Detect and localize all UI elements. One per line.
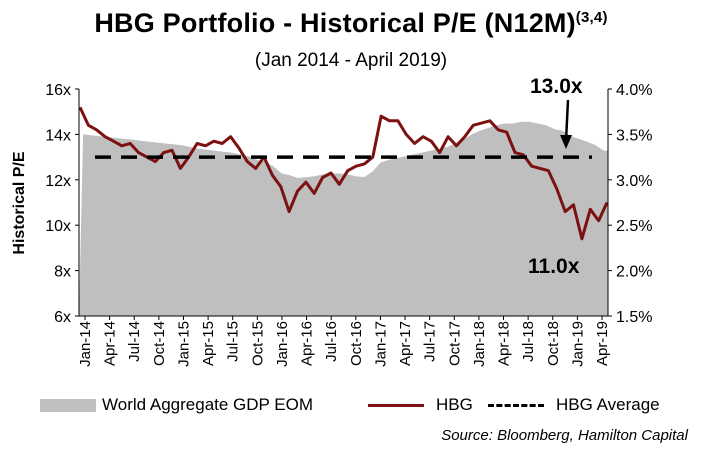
y-left-tick-label: 14x	[45, 127, 71, 144]
y-left-tick-label: 6x	[54, 309, 71, 326]
x-tick-label: Jan-14	[77, 321, 94, 367]
chart-title-footnote: (3,4)	[575, 9, 608, 26]
x-tick-label: Oct-18	[545, 321, 562, 366]
y-axis-label: Historical P/E	[11, 151, 28, 254]
x-tick-label: Apr-15	[200, 321, 217, 366]
x-tick-label: Jan-15	[176, 321, 193, 367]
y-right-tick-label: 3.0%	[616, 173, 652, 190]
x-tick-label: Jul-17	[422, 321, 439, 362]
hbg-line	[78, 106, 609, 241]
x-tick-label: Jul-16	[323, 321, 340, 362]
legend-label-gdp: World Aggregate GDP EOM	[102, 395, 314, 414]
x-tick-label: Oct-14	[151, 321, 168, 366]
legend: World Aggregate GDP EOM HBG HBG Average	[40, 393, 680, 417]
x-tick-label: Jan-16	[274, 321, 291, 367]
x-tick-label: Oct-17	[446, 321, 463, 366]
y-right-tick-label: 2.5%	[616, 218, 652, 235]
x-tick-label: Oct-15	[249, 321, 266, 366]
y-left-tick-label: 8x	[54, 264, 71, 281]
legend-item-hbg: HBG	[368, 393, 473, 417]
source-note: Source: Bloomberg, Hamilton Capital	[441, 427, 688, 444]
x-tick-label: Jan-19	[569, 321, 586, 367]
legend-swatch-hbg	[368, 403, 424, 407]
legend-label-average: HBG Average	[556, 395, 660, 414]
y-right-tick-label: 1.5%	[616, 309, 652, 326]
annotation-arrow	[560, 99, 572, 149]
annotation-current: 11.0x	[528, 255, 580, 278]
axes-layer	[75, 88, 612, 320]
x-tick-label: Apr-14	[102, 321, 119, 366]
legend-item-gdp: World Aggregate GDP EOM	[40, 393, 313, 417]
legend-swatch-gdp	[40, 398, 96, 412]
x-tick-label: Jan-17	[372, 321, 389, 367]
y-left-tick-label: 16x	[45, 82, 71, 99]
x-tick-label: Apr-16	[299, 321, 316, 366]
x-tick-label: Jul-14	[126, 321, 143, 362]
chart-subtitle: (Jan 2014 - April 2019)	[254, 50, 448, 71]
y-right-tick-label: 4.0%	[616, 82, 652, 99]
tick-labels-layer: 6x 8x 10x 12x 14x 16x 1.5% 2.0% 2.5% 3.0% 3.5% 4.0%…	[45, 82, 652, 367]
hbg-line-layer	[78, 106, 609, 241]
annotation-average: 13.0x	[530, 75, 583, 98]
x-tick-label: Jul-18	[520, 321, 537, 362]
legend-label-hbg: HBG	[436, 395, 473, 414]
gdp-area-layer	[79, 121, 608, 316]
x-tick-label: Apr-18	[496, 321, 513, 366]
chart-title-main: HBG Portfolio - Historical P/E (N12M)	[94, 8, 576, 38]
legend-swatch-average	[488, 403, 544, 407]
legend-item-average: HBG Average	[488, 393, 660, 417]
chart-title: HBG Portfolio - Historical P/E (N12M)(3,…	[0, 8, 702, 39]
gdp-area	[79, 121, 608, 316]
x-tick-label: Jul-15	[225, 321, 242, 362]
x-tick-label: Apr-19	[594, 321, 611, 366]
x-tick-label: Jan-18	[471, 321, 488, 367]
y-left-tick-label: 10x	[45, 218, 71, 235]
x-tick-label: Apr-17	[397, 321, 414, 366]
y-right-tick-label: 3.5%	[616, 127, 652, 144]
y-left-tick-label: 12x	[45, 173, 71, 190]
x-tick-label: Oct-16	[348, 321, 365, 366]
y-right-tick-label: 2.0%	[616, 264, 652, 281]
